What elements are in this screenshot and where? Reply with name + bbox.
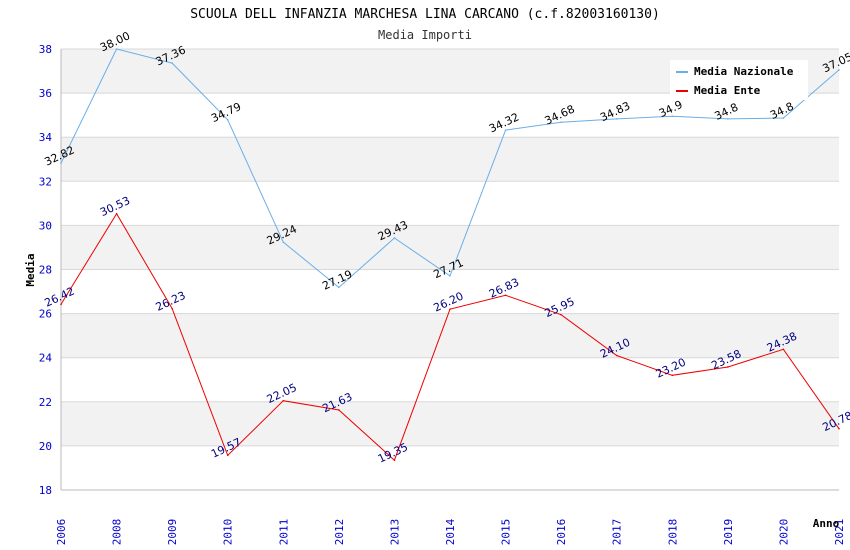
grid-bands (61, 49, 839, 490)
y-tick-label: 20 (39, 440, 52, 453)
y-axis-label: Media (24, 253, 37, 286)
x-tick-label: 2012 (333, 519, 346, 546)
data-point (504, 129, 507, 131)
x-tick-labels: 2006 2008 2009 2010 2011 2012 2013 2014 2015 2016… (55, 518, 846, 545)
y-tick-label: 30 (39, 219, 52, 232)
data-point (782, 348, 785, 351)
x-tick-label: 2014 (444, 518, 457, 545)
y-tick-label: 36 (39, 87, 52, 100)
data-point (449, 308, 451, 310)
data-point (60, 162, 62, 165)
y-tick-label: 28 (39, 264, 52, 277)
data-point (338, 286, 340, 289)
data-point (171, 62, 173, 64)
data-point (171, 307, 173, 310)
data-point (115, 212, 118, 215)
legend-label-media-ente: Media Ente (694, 84, 761, 97)
y-tick-label: 32 (39, 175, 52, 188)
x-tick-label: 2016 (555, 519, 568, 546)
data-point (282, 399, 285, 402)
grid-band (61, 137, 839, 182)
data-point (338, 409, 340, 411)
x-tick-label: 2015 (500, 519, 513, 546)
x-tick-label: 2019 (722, 519, 735, 546)
grid-band (61, 401, 839, 446)
x-axis-label: Anno (813, 517, 840, 530)
data-point (282, 241, 285, 243)
x-tick-label: 2008 (111, 519, 124, 546)
chart-subtitle: Media Importi (378, 28, 472, 42)
x-tick-label: 2013 (388, 519, 401, 546)
grid-band (61, 93, 839, 138)
data-point (226, 118, 229, 121)
x-tick-label: 2021 (833, 519, 846, 546)
x-tick-label: 2006 (55, 519, 68, 546)
data-point (615, 354, 618, 357)
data-point (60, 303, 62, 306)
y-tick-label: 26 (39, 308, 52, 321)
data-point (838, 427, 840, 430)
chart-title: SCUOLA DELL INFANZIA MARCHESA LINA CARCA… (190, 7, 660, 22)
grid-band (61, 181, 839, 226)
grid-lines (60, 48, 839, 491)
grid-band (61, 445, 839, 490)
grid-band (61, 225, 839, 270)
grid-band (61, 269, 839, 314)
y-tick-label: 38 (39, 43, 52, 56)
data-point (393, 237, 396, 239)
y-tick-label: 18 (39, 484, 52, 497)
data-point (504, 294, 507, 297)
grid-band (61, 313, 839, 358)
y-tick-label: 22 (39, 396, 52, 409)
y-tick-label: 24 (39, 352, 53, 365)
x-tick-label: 2011 (277, 519, 290, 546)
data-point (727, 118, 729, 120)
grid-band (61, 357, 839, 402)
legend-label-media-nazionale: Media Nazionale (694, 65, 794, 78)
data-point (449, 275, 451, 277)
data-point (115, 48, 118, 50)
data-point (560, 313, 562, 316)
data-point (226, 454, 229, 457)
legend-box (670, 60, 808, 100)
y-tick-labels: 18 20 22 24 26 28 30 32 34 36 38 (39, 43, 53, 497)
data-point (727, 366, 729, 368)
data-point (838, 69, 840, 71)
data-point (560, 121, 562, 124)
data-point (671, 115, 674, 118)
legend: Media Nazionale Media Ente (670, 60, 808, 100)
x-tick-label: 2009 (166, 519, 179, 546)
data-point (615, 118, 618, 120)
data-point (782, 117, 785, 119)
y-tick-label: 34 (39, 131, 53, 144)
data-point (671, 374, 674, 377)
x-tick-label: 2017 (611, 519, 624, 546)
x-tick-label: 2010 (222, 519, 235, 546)
data-point (393, 459, 396, 462)
x-tick-label: 2018 (666, 519, 679, 546)
x-tick-label: 2020 (777, 519, 790, 546)
